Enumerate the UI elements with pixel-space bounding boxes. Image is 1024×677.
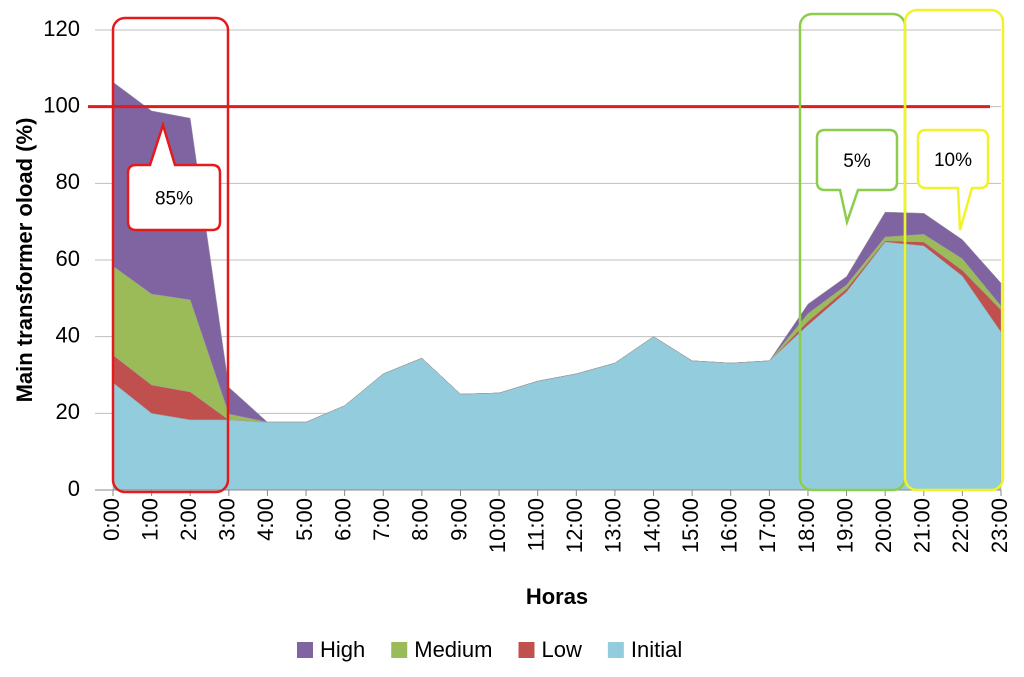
- x-tick-label: 14:00: [639, 498, 664, 553]
- x-tick-label: 18:00: [794, 498, 819, 553]
- legend-label: Medium: [414, 637, 492, 662]
- callout-label: 10%: [934, 150, 972, 171]
- x-tick-label: 17:00: [755, 498, 780, 553]
- x-tick-label: 7:00: [369, 498, 394, 541]
- callout-label: 85%: [155, 189, 193, 210]
- legend-swatch: [607, 642, 624, 658]
- x-tick-label: 8:00: [408, 498, 433, 541]
- x-tick-label: 6:00: [330, 498, 355, 541]
- y-tick-label: 100: [43, 92, 80, 117]
- highlight-box: [903, 8, 1005, 492]
- x-tick-label: 23:00: [987, 498, 1012, 553]
- y-tick-label: 120: [43, 16, 80, 41]
- callout-shape: [815, 128, 899, 227]
- x-tick-label: 4:00: [253, 498, 278, 541]
- x-tick-label: 15:00: [678, 498, 703, 553]
- x-axis-label: Horas: [526, 584, 588, 609]
- y-axis-label: Main transformer oload (%): [12, 118, 37, 403]
- x-tick-label: 11:00: [524, 498, 549, 551]
- x-tick-label: 0:00: [99, 498, 124, 541]
- callout-label: 5%: [843, 151, 871, 172]
- y-tick-label: 60: [56, 246, 80, 271]
- x-tick-label: 21:00: [910, 498, 935, 553]
- legend-label: Initial: [631, 637, 682, 662]
- area: [112, 241, 1002, 491]
- x-tick-label: 1:00: [137, 498, 162, 541]
- legend-swatch: [518, 642, 535, 658]
- legend-label: Low: [542, 637, 582, 662]
- x-tick-label: 13:00: [601, 498, 626, 553]
- callout: 85%: [126, 120, 222, 232]
- y-tick-label: 40: [56, 322, 80, 347]
- x-tick-label: 22:00: [948, 498, 973, 553]
- callout-shape: [916, 128, 990, 231]
- x-tick-label: 9:00: [446, 498, 471, 541]
- x-tick-label: 10:00: [485, 498, 510, 553]
- legend-label: High: [320, 637, 365, 662]
- x-tick-label: 2:00: [176, 498, 201, 541]
- y-tick-label: 80: [56, 169, 80, 194]
- legend-swatch: [297, 642, 313, 658]
- legend-swatch: [391, 642, 408, 658]
- callout-shape: [126, 120, 222, 232]
- x-tick-label: 16:00: [717, 498, 742, 553]
- callout: 10%: [916, 128, 990, 231]
- area: [112, 81, 1002, 423]
- x-tick-label: 5:00: [292, 498, 317, 541]
- y-tick-label: 0: [68, 476, 80, 501]
- x-tick-label: 20:00: [871, 498, 896, 553]
- callout: 5%: [815, 128, 899, 227]
- x-tick-label: 3:00: [215, 498, 240, 541]
- highlight-box: [111, 16, 230, 494]
- x-tick-label: 19:00: [832, 498, 857, 553]
- y-tick-label: 20: [56, 399, 80, 424]
- x-tick-label: 12:00: [562, 498, 587, 553]
